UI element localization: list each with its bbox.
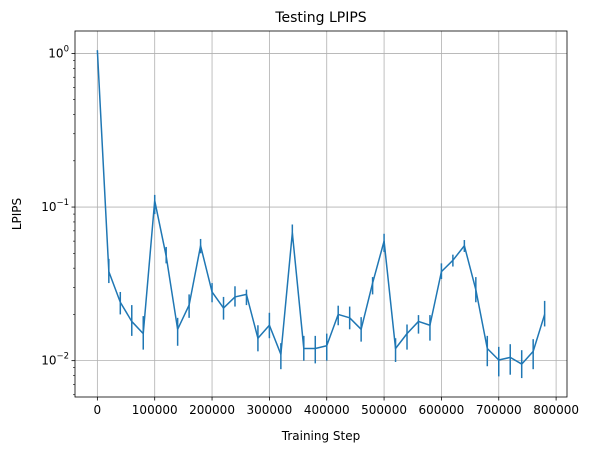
grid xyxy=(75,31,567,397)
x-tick-label: 300000 xyxy=(246,403,292,417)
x-tick-label: 800000 xyxy=(533,403,579,417)
ticks: 0 100000 200000 300000 400000 500000 600000 700… xyxy=(41,44,579,417)
x-tick-label: 400000 xyxy=(304,403,350,417)
x-tick-label: 200000 xyxy=(189,403,235,417)
y-tick-label: 100 xyxy=(48,44,69,60)
series-layer xyxy=(96,50,546,379)
x-tick-label: 700000 xyxy=(476,403,522,417)
x-tick-label: 600000 xyxy=(419,403,465,417)
chart-title: Testing LPIPS xyxy=(274,10,366,26)
y-tick-label: 10−2 xyxy=(41,352,69,368)
x-axis-label: Training Step xyxy=(281,429,361,443)
x-tick-label: 500000 xyxy=(361,403,407,417)
y-axis-label: LPIPS xyxy=(10,198,24,230)
series-line xyxy=(96,50,546,365)
y-tick-label: 10−1 xyxy=(41,198,69,214)
x-tick-label: 100000 xyxy=(132,403,178,417)
x-tick-label: 0 xyxy=(94,403,102,417)
